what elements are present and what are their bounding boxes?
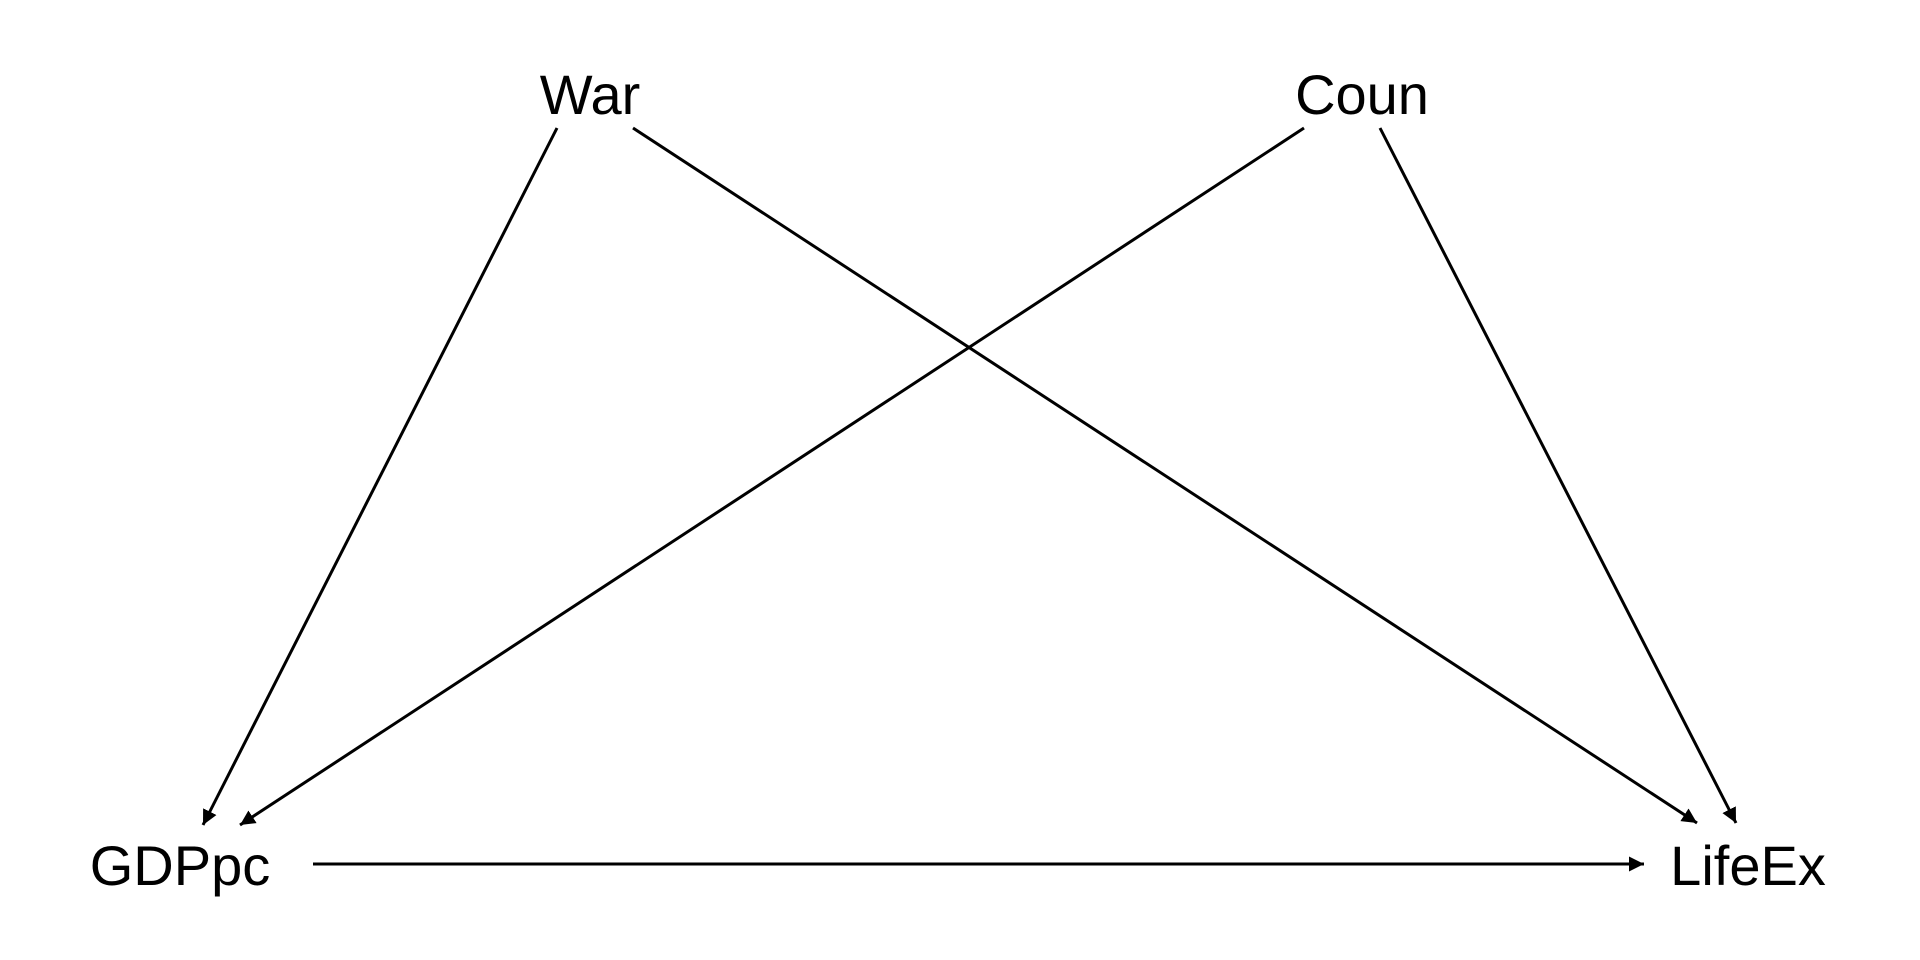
node-coun: Coun xyxy=(1295,63,1429,126)
nodes-layer: War Coun GDPpc LifeEx xyxy=(90,63,1826,897)
edge-coun-to-lifeex xyxy=(1378,127,1738,824)
node-gdppc: GDPpc xyxy=(90,834,271,897)
node-lifeex: LifeEx xyxy=(1670,834,1826,897)
edges-layer xyxy=(201,126,1738,872)
node-war: War xyxy=(540,63,641,126)
edge-war-to-gdppc xyxy=(201,127,559,826)
edge-coun-to-gdppc xyxy=(239,126,1305,827)
edge-war-to-lifeex xyxy=(632,126,1698,825)
